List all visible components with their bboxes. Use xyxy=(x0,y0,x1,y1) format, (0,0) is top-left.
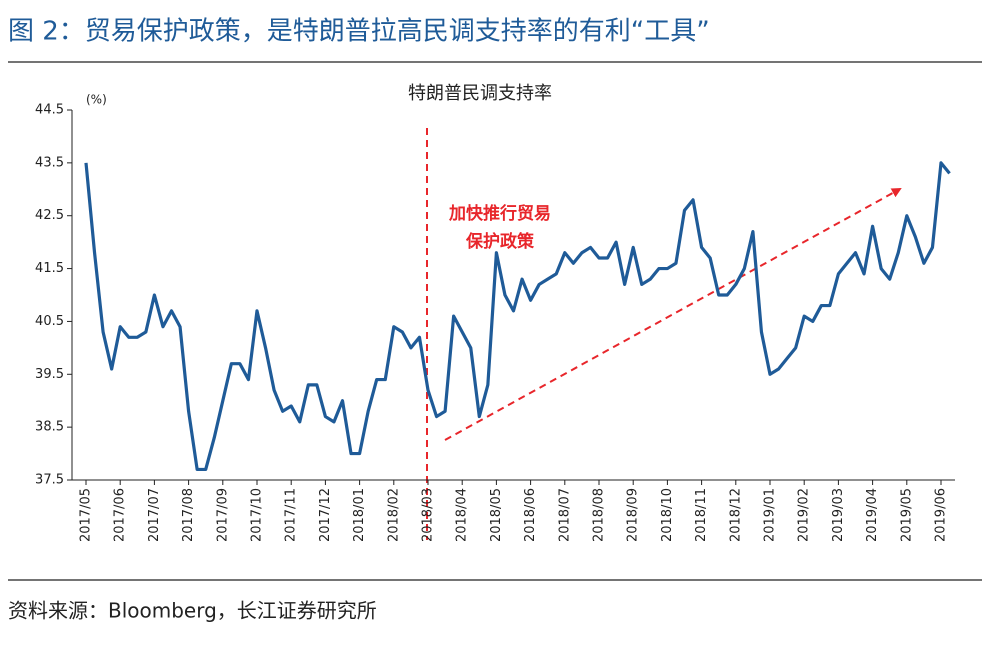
y-tick-label: 42.5 xyxy=(35,208,64,223)
y-tick-label: 40.5 xyxy=(35,314,64,329)
x-tick-label: 2019/04 xyxy=(865,488,880,542)
plot: 37.5 38.5 39.5 40.5 41.5 42.5 43.5 44.5 2017/05 2… xyxy=(35,103,955,542)
annotation: 保护政策 xyxy=(465,231,535,252)
x-tick-label: 2017/10 xyxy=(250,488,265,542)
x-tick-label: 2018/07 xyxy=(557,488,572,542)
series-line xyxy=(84,161,951,472)
x-tick-label: 2017/06 xyxy=(113,488,128,542)
x-tick-label: 2018/06 xyxy=(523,488,538,542)
x-tick-label: 2019/01 xyxy=(763,488,778,542)
x-tick-label: 2018/05 xyxy=(489,488,504,542)
x-tick-label: 2017/12 xyxy=(318,488,333,542)
x-tick-label: 2018/11 xyxy=(694,488,709,542)
x-tick-label: 2018/09 xyxy=(626,488,641,542)
page-title: 图 2：贸易保护政策，是特朗普拉高民调支持率的有利“工具” xyxy=(8,17,710,47)
y-tick-label: 39.5 xyxy=(35,367,64,382)
y-tick-label: 44.5 xyxy=(35,103,64,118)
x-tick-label: 2018/12 xyxy=(728,488,743,542)
x-tick-label: 2019/06 xyxy=(934,488,949,542)
x-tick-label: 2018/10 xyxy=(660,488,675,542)
x-tick-label: 2018/01 xyxy=(352,488,367,542)
source: 资料来源：Bloomberg，长江证券研究所 xyxy=(8,599,377,623)
y-axis-label: (%) xyxy=(86,93,107,107)
y-tick-label: 37.5 xyxy=(35,473,64,488)
x-tick-label: 2019/05 xyxy=(899,488,914,542)
x-tick-label: 2018/04 xyxy=(455,488,470,542)
y-tick-label: 43.5 xyxy=(35,155,64,170)
x-tick-label: 2017/08 xyxy=(181,488,196,542)
x-tick-label: 2019/03 xyxy=(831,488,846,542)
y-tick-label: 41.5 xyxy=(35,261,64,276)
x-tick-label: 2017/09 xyxy=(215,488,230,542)
x-tick-label: 2017/07 xyxy=(147,488,162,542)
x-tick-label: 2018/02 xyxy=(386,488,401,542)
x-tick-label: 2018/08 xyxy=(592,488,607,542)
x-tick-label: 2019/02 xyxy=(797,488,812,542)
trend-arrow xyxy=(444,188,902,441)
annotation: 加快推行贸易 xyxy=(448,203,551,224)
x-tick-label: 2017/11 xyxy=(284,488,299,542)
x-tick-label: 2017/05 xyxy=(79,488,94,542)
chart-title: 特朗普民调支持率 xyxy=(408,83,552,104)
y-tick-label: 38.5 xyxy=(35,420,64,435)
x-tick-label: 2018/03 xyxy=(421,488,436,542)
